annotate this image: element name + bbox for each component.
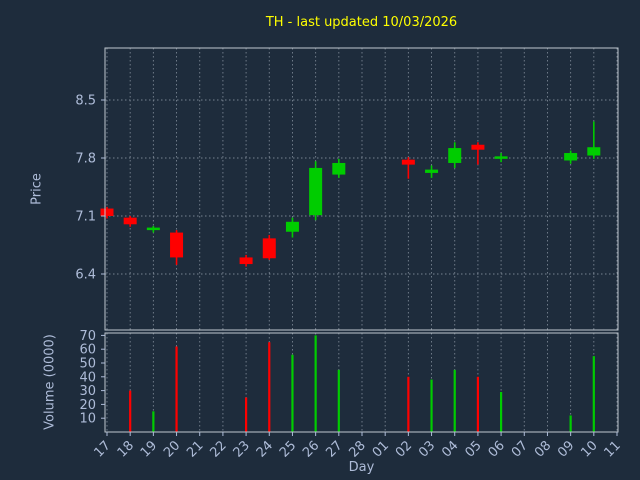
day-tick-label: 17 bbox=[92, 438, 114, 460]
candle-body-day-02 bbox=[401, 159, 415, 165]
candle-body-day-09 bbox=[564, 153, 578, 161]
volume-tick-label: 40 bbox=[79, 370, 96, 385]
day-tick-label: 24 bbox=[254, 438, 276, 460]
price-tick-label: 7.1 bbox=[75, 210, 96, 225]
candle-body-day-19 bbox=[146, 227, 160, 231]
chart-title: TH - last updated 10/03/2026 bbox=[265, 15, 458, 30]
volume-tick-label: 50 bbox=[79, 357, 96, 372]
day-tick-label: 18 bbox=[115, 438, 137, 460]
day-tick-label: 26 bbox=[300, 438, 322, 460]
volume-tick-label: 30 bbox=[79, 384, 96, 399]
candle-body-day-06 bbox=[494, 156, 508, 159]
day-tick-label: 11 bbox=[602, 438, 624, 460]
price-tick-label: 7.8 bbox=[75, 152, 96, 167]
price-tick-label: 8.5 bbox=[75, 94, 96, 109]
day-tick-label: 07 bbox=[509, 438, 531, 460]
day-tick-label: 01 bbox=[370, 438, 392, 460]
volume-bars bbox=[129, 335, 595, 432]
candle-body-day-05 bbox=[471, 144, 485, 150]
price-tick-label: 6.4 bbox=[75, 268, 96, 283]
volume-tick-label: 10 bbox=[79, 412, 96, 427]
volume-axis-label: Volume (0000) bbox=[42, 334, 58, 430]
day-tick-label: 19 bbox=[138, 438, 160, 460]
day-tick-label: 22 bbox=[207, 438, 229, 460]
price-panel bbox=[104, 47, 619, 331]
day-tick-label: 05 bbox=[462, 438, 484, 460]
candle-body-day-20 bbox=[170, 232, 184, 258]
candle-body-day-25 bbox=[285, 221, 299, 232]
day-tick-label: 10 bbox=[578, 438, 600, 460]
volume-tick-label: 60 bbox=[79, 343, 96, 358]
day-tick-label: 03 bbox=[416, 438, 438, 460]
day-tick-label: 08 bbox=[532, 438, 554, 460]
day-tick-label: 21 bbox=[184, 438, 206, 460]
candle-body-day-27 bbox=[332, 162, 346, 175]
candle-body-day-23 bbox=[239, 257, 253, 265]
candle-body-day-03 bbox=[425, 169, 439, 173]
day-tick-label: 20 bbox=[161, 438, 183, 460]
day-tick-label: 27 bbox=[323, 438, 345, 460]
day-axis-label: Day bbox=[348, 460, 375, 475]
day-tick-label: 09 bbox=[555, 438, 577, 460]
candles bbox=[100, 121, 601, 267]
day-tick-label: 25 bbox=[277, 438, 299, 460]
volume-tick-label: 70 bbox=[79, 329, 96, 344]
candle-body-day-04 bbox=[448, 148, 462, 163]
candle-body-day-26 bbox=[309, 167, 323, 216]
day-tick-label: 02 bbox=[393, 438, 415, 460]
tick-marks bbox=[101, 99, 618, 436]
volume-panel bbox=[104, 332, 619, 433]
candle-body-day-24 bbox=[262, 238, 276, 259]
candle-body-day-10 bbox=[587, 147, 601, 156]
candle-body-day-18 bbox=[123, 217, 137, 225]
candle-body-day-17 bbox=[100, 208, 114, 216]
volume-tick-label: 20 bbox=[79, 398, 96, 413]
price-axis-label: Price bbox=[29, 173, 45, 205]
day-tick-label: 04 bbox=[439, 438, 461, 460]
day-tick-label: 23 bbox=[231, 438, 253, 460]
day-tick-label: 06 bbox=[486, 438, 508, 460]
day-tick-label: 28 bbox=[347, 438, 369, 460]
